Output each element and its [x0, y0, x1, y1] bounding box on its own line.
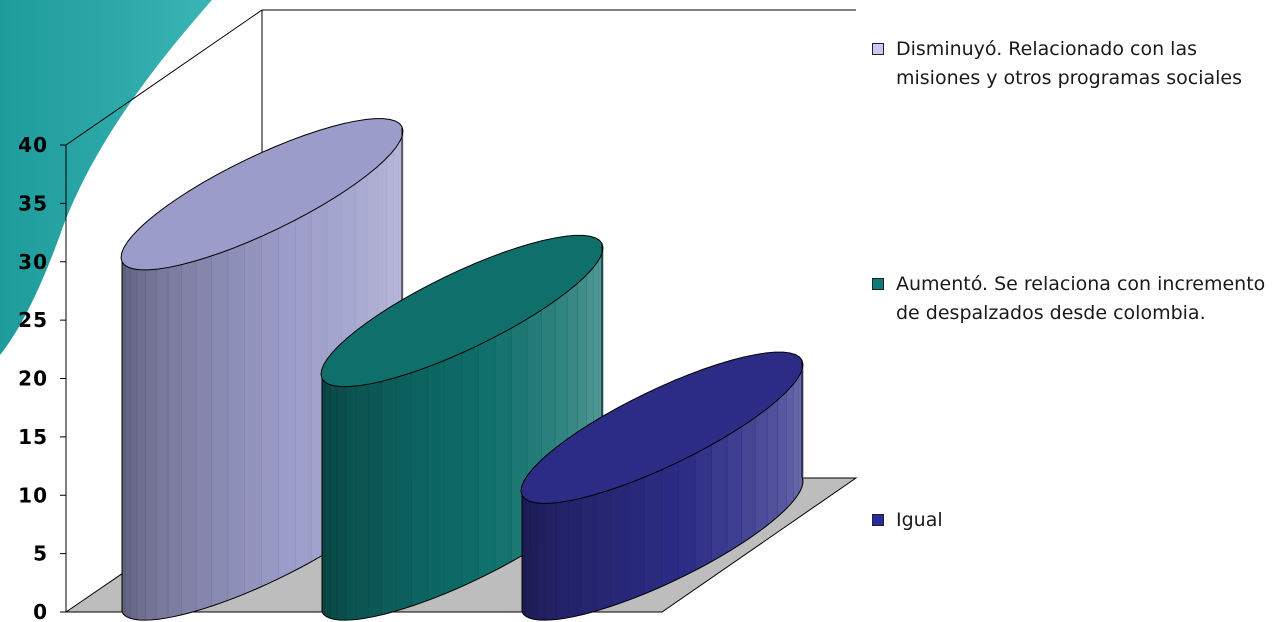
- y-tick-label: 25: [18, 308, 48, 332]
- legend-item-disminuyo: Disminuyó. Relacionado con las misiones …: [872, 35, 1264, 93]
- bar-side-slice: [461, 344, 479, 588]
- bar-side-slice: [211, 249, 229, 607]
- bar-side-slice: [181, 260, 197, 616]
- bar-side-slice: [786, 383, 794, 510]
- bar-side-slice: [124, 264, 131, 619]
- legend-label-aumento: Aumentó. Se relaciona con incremento de …: [896, 273, 1266, 324]
- legend-item-igual: Igual: [872, 506, 1264, 535]
- bar-side-slice: [595, 489, 612, 612]
- bar-side-slice: [661, 461, 679, 588]
- bar-side-slice: [195, 255, 212, 612]
- bar-side-slice: [324, 381, 331, 619]
- bar-side-slice: [741, 417, 756, 545]
- y-tick-label: 5: [33, 542, 48, 566]
- bar-side-slice: [529, 501, 538, 621]
- bar-side-slice: [145, 268, 157, 621]
- bar-side-slice: [711, 435, 728, 563]
- bar-side-slice: [793, 375, 800, 502]
- y-tick-label: 40: [18, 133, 48, 157]
- bar-side-slice: [777, 390, 787, 518]
- bar-side-slice: [381, 377, 397, 616]
- bar-side-slice: [167, 264, 182, 619]
- bar-side-slice: [581, 493, 597, 616]
- bar-side-slice: [444, 352, 462, 595]
- bar-side-slice: [536, 502, 547, 621]
- y-tick-label: 10: [18, 483, 48, 507]
- y-tick-label: 30: [18, 250, 48, 274]
- bar-side-slice: [136, 269, 147, 621]
- bar-side-slice: [261, 228, 279, 588]
- bar-side-slice: [336, 385, 347, 621]
- bar-side-slice: [494, 327, 512, 571]
- legend-label-disminuyo: Disminuyó. Relacionado con las misiones …: [896, 38, 1243, 89]
- bar-side-slice: [644, 469, 662, 595]
- bar-side-slice: [798, 370, 803, 494]
- bar-side-slice: [726, 426, 742, 554]
- bar-side-slice: [367, 381, 382, 619]
- bar-side-slice: [694, 444, 712, 571]
- bar-side-slice: [555, 500, 569, 620]
- bar-side-slice: [227, 243, 245, 601]
- bar-side-slice: [155, 267, 169, 620]
- legend-item-aumento: Aumentó. Se relaciona con incremento de …: [872, 270, 1265, 328]
- legend-swatch-aumento: [872, 278, 884, 290]
- bar-side-slice: [345, 385, 357, 621]
- bar-side-slice: [678, 453, 696, 580]
- legend-label-igual: Igual: [896, 509, 943, 531]
- bar-side-slice: [545, 502, 557, 621]
- bar-side-slice: [294, 210, 312, 571]
- side-wall-top-edge: [65, 9, 263, 146]
- bar-cylinder: [520, 351, 804, 621]
- bar-bottom-edge: [521, 476, 804, 621]
- bar-side-slice: [355, 383, 369, 620]
- bar-side-slice: [611, 483, 629, 607]
- bar-side-slice: [278, 219, 296, 580]
- bar-side-slice: [244, 235, 262, 595]
- legend-swatch-igual: [872, 514, 884, 526]
- bar-side-slice: [766, 399, 779, 526]
- bar-side-slice: [524, 498, 531, 619]
- bar-side-slice: [567, 497, 582, 619]
- legend-swatch-disminuyo: [872, 43, 884, 55]
- bar-side-slice: [129, 267, 138, 621]
- bar-side-slice: [329, 384, 338, 621]
- y-tick-label: 20: [18, 367, 48, 391]
- bar-side-slice: [395, 372, 412, 612]
- corner-decoration: [0, 0, 212, 355]
- bar-side-slice: [754, 408, 768, 535]
- bar-series: [120, 118, 804, 621]
- bar-side-slice: [427, 359, 445, 601]
- y-tick-label: 15: [18, 425, 48, 449]
- bar-side-slice: [411, 366, 429, 607]
- bar-side-slice: [478, 336, 496, 580]
- bar-side-slice: [627, 476, 645, 601]
- y-tick-label: 35: [18, 191, 48, 215]
- y-tick-label: 0: [33, 600, 48, 622]
- y-axis: 0 5 10 15 20 25 30 35 40: [18, 133, 66, 622]
